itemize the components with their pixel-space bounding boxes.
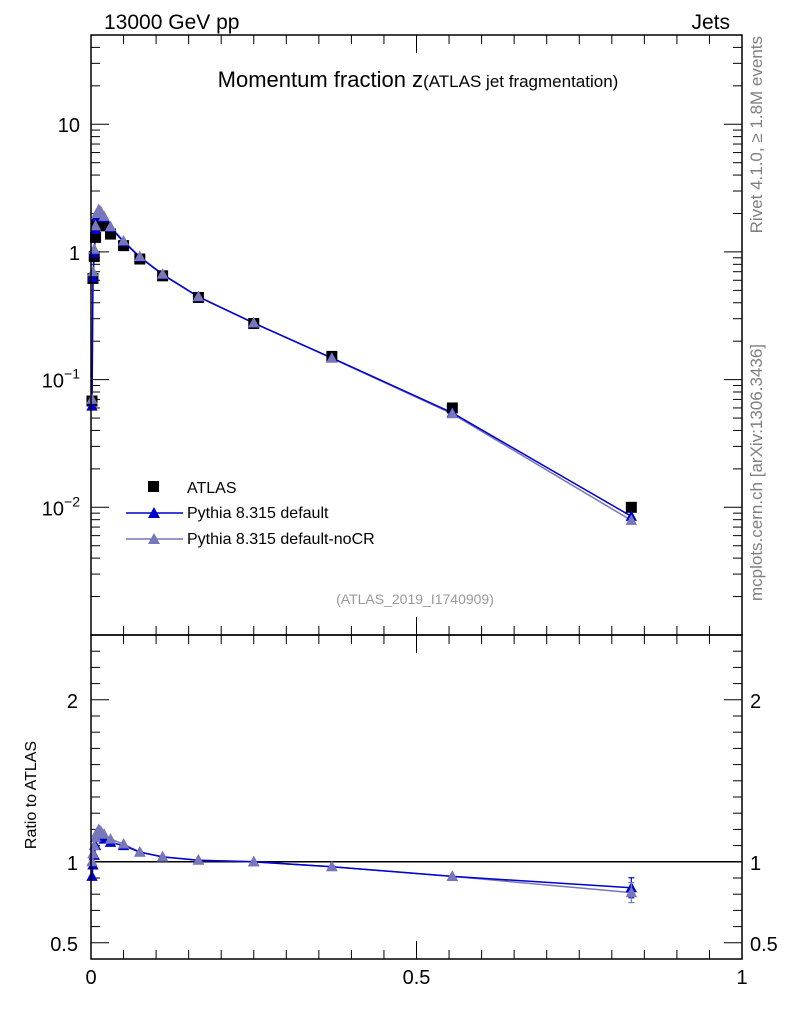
data-point-mc <box>446 407 459 419</box>
ratio-panel: Ratio to ATLAS 0.5 0.5 1 1 2 2 <box>23 634 778 960</box>
legend-default-marker <box>148 507 160 518</box>
x-tick-labels: 0 0.5 1 <box>85 967 747 989</box>
ratio-y-tick-label: 2 <box>67 691 78 713</box>
ratio-y-tick-label-right: 1 <box>750 853 761 875</box>
data-point-mc <box>134 250 146 262</box>
legend-atlas-marker <box>148 481 159 492</box>
chart-title-sub: (ATLAS jet fragmentation) <box>423 72 618 91</box>
chart-title: Momentum fraction z(ATLAS jet fragmentat… <box>218 67 619 92</box>
ratio-y-tick-label: 0.5 <box>50 934 78 956</box>
chart-title-main: Momentum fraction z <box>218 67 423 92</box>
ratio-frame <box>90 634 743 960</box>
legend-atlas-label: ATLAS <box>187 480 237 497</box>
data-point-atlas <box>625 501 637 513</box>
main-y-axis <box>91 34 742 636</box>
data-point-atlas <box>90 231 102 243</box>
data-point-atlas <box>98 220 110 232</box>
ratio-point <box>104 833 117 844</box>
data-point-mc <box>192 290 205 302</box>
y-tick-label: 10 <box>58 115 80 137</box>
data-point-mc <box>248 316 260 328</box>
side-rivet-text: Rivet 4.1.0, ≥ 1.8M events <box>747 36 766 233</box>
data-point-mc <box>156 268 169 279</box>
ratio-y-label: Ratio to ATLAS <box>23 741 40 849</box>
data-point-mc <box>326 352 338 363</box>
y-tick-label: 10−2 <box>42 493 80 520</box>
ratio-series <box>86 823 638 904</box>
ratio-y-tick-label: 1 <box>67 853 78 875</box>
y-tick-label-exp: −1 <box>64 366 80 382</box>
ratio-point <box>326 860 338 872</box>
ratio-point <box>117 837 130 849</box>
data-point-mc <box>98 210 110 221</box>
ratio-y-axis: 0.5 0.5 1 1 2 2 <box>50 634 778 960</box>
ratio-y-tick-label-right: 0.5 <box>750 934 778 956</box>
y-tick-label-base: 10 <box>42 498 64 520</box>
main-series <box>86 203 638 525</box>
data-point-mc <box>89 219 102 231</box>
x-tick-label: 0.5 <box>403 967 431 989</box>
header-left: 13000 GeV pp <box>104 11 239 34</box>
data-point-mc <box>625 514 638 525</box>
data-point-mc <box>87 271 99 283</box>
ratio-point <box>134 846 146 857</box>
ratio-point <box>156 850 169 862</box>
ratio-point <box>625 886 638 898</box>
series-line <box>91 210 632 517</box>
ratio-point <box>98 828 110 839</box>
legend-nocr-label: Pythia 8.315 default-noCR <box>187 531 375 548</box>
main-panel: Momentum fraction z(ATLAS jet fragmentat… <box>42 34 743 636</box>
data-point-mc <box>87 265 99 277</box>
ratio-point <box>446 870 459 881</box>
ratio-y-tick-label-right: 2 <box>750 691 761 713</box>
y-tick-label: 1 <box>69 243 80 265</box>
y-tick-label-base: 10 <box>42 371 64 393</box>
ratio-point <box>86 870 98 881</box>
analysis-id: (ATLAS_2019_I1740909) <box>336 591 494 607</box>
legend-default-label: Pythia 8.315 default <box>187 505 329 522</box>
x-tick-label: 0 <box>85 967 96 989</box>
data-point-atlas <box>105 228 117 240</box>
data-point-mc <box>86 400 98 411</box>
ratio-point <box>86 855 98 867</box>
legend: ATLAS Pythia 8.315 default Pythia 8.315 … <box>126 480 375 548</box>
ratio-point <box>248 855 260 867</box>
ratio-x-axis <box>90 635 743 959</box>
ratio-point <box>192 854 205 865</box>
y-tick-label-exp: −2 <box>64 493 80 509</box>
ratio-point <box>87 847 99 859</box>
y-tick-label: 10−1 <box>42 366 80 393</box>
header-right: Jets <box>691 11 730 34</box>
data-point-mc <box>86 393 98 404</box>
side-mcplots-text: mcplots.cern.ch [arXiv:1306.3436] <box>747 344 766 601</box>
x-tick-label: 1 <box>736 967 747 989</box>
data-point-mc <box>117 234 130 246</box>
legend-nocr-marker <box>148 533 160 544</box>
data-point-mc <box>104 220 117 232</box>
series-line <box>91 208 632 522</box>
